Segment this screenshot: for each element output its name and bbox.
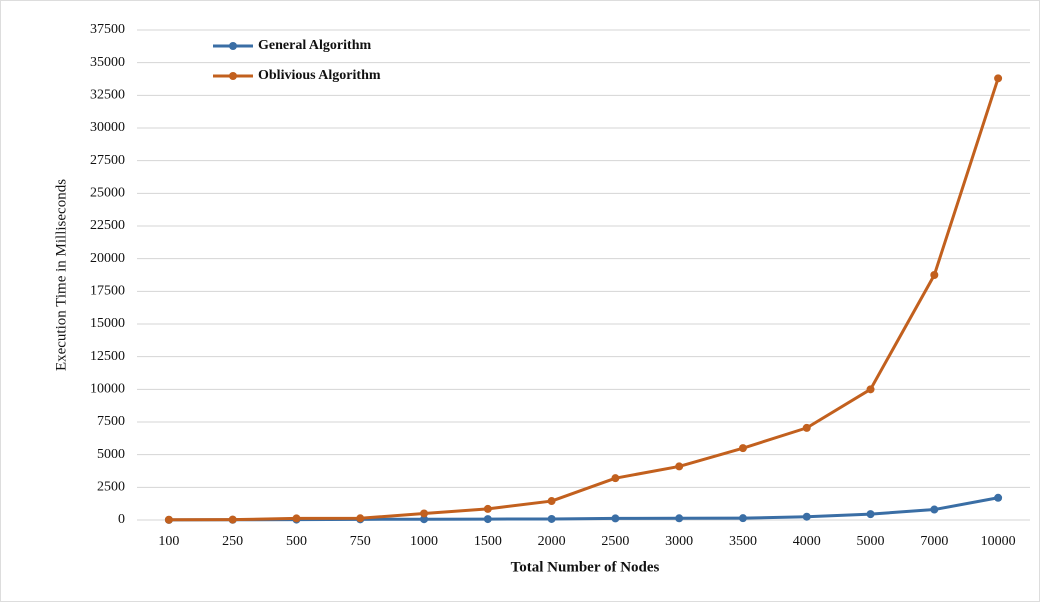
- y-tick-label: 17500: [90, 284, 125, 299]
- y-tick-label: 15000: [90, 316, 125, 331]
- y-tick-label: 30000: [90, 120, 125, 135]
- y-tick-label: 32500: [90, 88, 125, 103]
- x-tick-label: 7000: [920, 534, 948, 549]
- data-point: [994, 493, 1003, 502]
- y-axis-title: Execution Time in Milliseconds: [53, 179, 69, 371]
- data-point: [930, 271, 939, 279]
- x-tick-label: 3000: [665, 534, 693, 549]
- x-tick-label: 750: [350, 534, 371, 549]
- data-point: [611, 474, 620, 483]
- legend-label: General Algorithm: [258, 38, 371, 53]
- x-tick-label: 100: [158, 534, 179, 549]
- x-tick-label: 250: [222, 534, 243, 549]
- x-tick-label: 10000: [981, 534, 1016, 549]
- data-point: [994, 74, 1003, 83]
- x-tick-label: 2000: [538, 534, 566, 549]
- data-point: [675, 514, 684, 523]
- y-tick-label: 20000: [90, 251, 125, 266]
- data-point: [802, 512, 811, 521]
- y-tick-label: 12500: [90, 349, 125, 364]
- y-tick-label: 27500: [90, 153, 125, 168]
- y-tick-label: 37500: [90, 22, 125, 37]
- data-point: [802, 423, 811, 432]
- x-tick-label: 1500: [474, 534, 502, 549]
- y-tick-label: 5000: [97, 447, 125, 462]
- x-tick-label: 4000: [793, 534, 821, 549]
- x-tick-label: 500: [286, 534, 307, 549]
- data-point: [675, 462, 684, 471]
- y-tick-label: 0: [118, 512, 125, 527]
- legend-label: Oblivious Algorithm: [258, 68, 381, 83]
- data-point: [611, 514, 620, 523]
- data-point: [738, 514, 747, 523]
- data-point: [420, 509, 429, 518]
- y-tick-label: 35000: [90, 55, 125, 70]
- x-tick-label: 5000: [857, 534, 885, 549]
- data-point: [866, 510, 875, 519]
- data-point: [164, 515, 173, 524]
- legend-marker: [229, 72, 237, 80]
- data-point: [292, 514, 301, 523]
- x-tick-label: 1000: [410, 534, 438, 549]
- data-point: [866, 385, 875, 394]
- legend-marker: [229, 42, 237, 50]
- data-point: [420, 515, 429, 524]
- data-point: [547, 497, 556, 506]
- x-tick-label: 3500: [729, 534, 757, 549]
- x-axis-title: Total Number of Nodes: [511, 559, 660, 575]
- data-point: [547, 514, 556, 523]
- data-point: [228, 515, 237, 524]
- series-line: [168, 77, 1000, 522]
- x-tick-label: 2500: [601, 534, 629, 549]
- y-tick-label: 10000: [90, 382, 125, 397]
- data-point: [738, 444, 747, 453]
- data-point: [483, 504, 492, 513]
- y-tick-label: 25000: [90, 186, 125, 201]
- data-point: [356, 514, 365, 523]
- y-tick-label: 2500: [97, 480, 125, 495]
- y-tick-label: 22500: [90, 218, 125, 233]
- data-point: [930, 505, 939, 514]
- data-point: [483, 515, 492, 524]
- y-tick-label: 7500: [97, 414, 125, 429]
